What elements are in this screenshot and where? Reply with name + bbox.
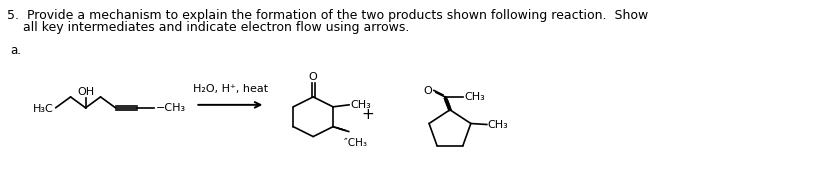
Text: O: O bbox=[309, 72, 317, 82]
Text: H₂O, H⁺, heat: H₂O, H⁺, heat bbox=[193, 84, 268, 94]
Text: 5.  Provide a mechanism to explain the formation of the two products shown follo: 5. Provide a mechanism to explain the fo… bbox=[7, 9, 648, 22]
Text: O: O bbox=[423, 86, 432, 96]
Text: CH₃: CH₃ bbox=[487, 120, 508, 129]
Text: H₃C: H₃C bbox=[33, 104, 54, 114]
Text: a.: a. bbox=[11, 44, 22, 57]
Text: CH₃: CH₃ bbox=[464, 92, 485, 102]
Text: all key intermediates and indicate electron flow using arrows.: all key intermediates and indicate elect… bbox=[7, 21, 409, 34]
Text: OH: OH bbox=[77, 87, 94, 97]
Text: −CH₃: −CH₃ bbox=[155, 103, 185, 113]
Text: ′′CH₃: ′′CH₃ bbox=[344, 138, 368, 148]
Text: +: + bbox=[362, 107, 374, 122]
Text: CH₃: CH₃ bbox=[350, 100, 371, 110]
